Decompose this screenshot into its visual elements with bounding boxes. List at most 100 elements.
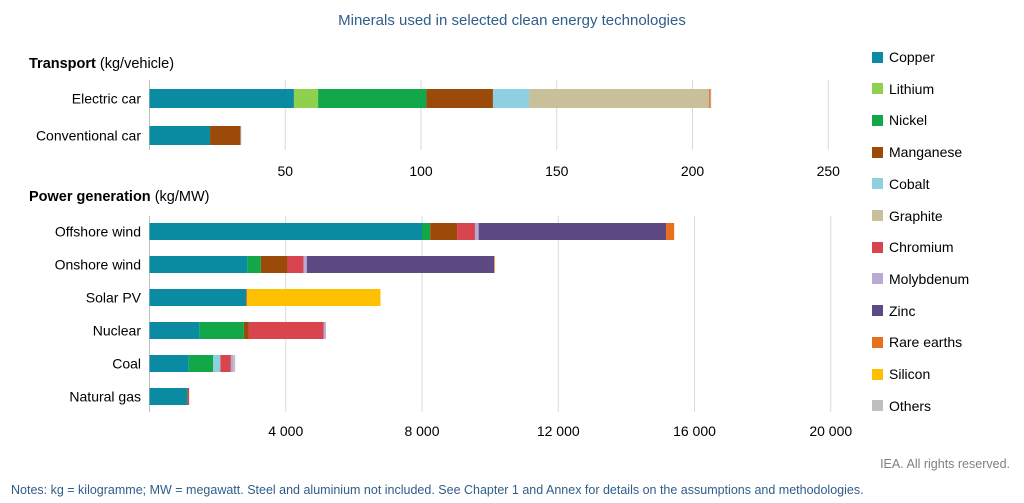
transport-category-label: Conventional car — [36, 128, 141, 144]
credit-text: IEA. All rights reserved. — [880, 457, 1010, 471]
power-bar-rare-earths — [494, 256, 495, 273]
legend-swatch — [872, 241, 883, 253]
power-panel-title: Power generation (kg/MW) — [29, 189, 209, 205]
power-bar-nickel — [188, 355, 214, 372]
power-bar-nickel — [247, 256, 261, 273]
power-panel-title-unit: (kg/MW) — [150, 189, 210, 205]
power-bar-nickel — [199, 322, 244, 339]
transport-bar-lithium — [293, 89, 319, 108]
power-bar-zinc — [478, 223, 667, 240]
power-bar-others — [233, 355, 236, 372]
power-category-label: Coal — [112, 356, 141, 372]
power-bar-chromium — [287, 256, 304, 273]
power-bar-molybdenum — [303, 256, 307, 273]
legend-swatch — [872, 83, 883, 95]
power-bar-manganese — [260, 256, 288, 273]
legend-label: Graphite — [889, 207, 943, 224]
power-bar-copper — [149, 289, 246, 306]
legend-label: Molybdenum — [889, 270, 970, 287]
transport-panel-title-main: Transport — [29, 56, 96, 72]
power-bar-cobalt — [213, 355, 221, 372]
legend-item-nickel: Nickel — [872, 110, 927, 130]
legend-label: Manganese — [889, 144, 963, 161]
power-bar-chromium — [457, 223, 475, 240]
legend-swatch — [872, 210, 883, 221]
legend-item-zinc: Zinc — [872, 301, 915, 321]
legend-swatch — [872, 273, 883, 285]
chart-title: Minerals used in selected clean energy t… — [338, 12, 686, 29]
transport-bar-nickel — [318, 89, 427, 108]
legend-label: Lithium — [889, 80, 935, 97]
transport-bar-rare-earths — [709, 89, 711, 108]
power-bar-nickel — [422, 223, 431, 240]
transport-panel-title-unit: (kg/vehicle) — [95, 56, 175, 72]
legend-swatch — [872, 336, 883, 348]
transport-x-tick-label: 150 — [545, 163, 569, 179]
power-bar-rare-earths — [666, 223, 675, 240]
notes-text: Notes: kg = kilogramme; MW = megawatt. S… — [11, 483, 864, 497]
transport-bar-manganese — [426, 89, 493, 108]
power-bar-manganese — [430, 223, 458, 240]
power-x-tick-label: 16 000 — [673, 423, 716, 439]
legend-label: Copper — [889, 49, 935, 65]
legend-item-graphite: Graphite — [872, 206, 943, 226]
legend-item-chromium: Chromium — [872, 237, 954, 257]
power-category-label: Natural gas — [69, 389, 141, 405]
legend-label: Silicon — [889, 366, 931, 382]
transport-x-tick-label: 200 — [681, 163, 705, 179]
legend-item-silicon: Silicon — [872, 364, 930, 384]
power-bar-molybdenum — [474, 223, 479, 240]
power-bar-chromium — [187, 388, 190, 405]
legend-swatch — [872, 114, 883, 126]
power-x-tick-label: 12 000 — [537, 423, 580, 439]
power-bar-chromium — [220, 355, 231, 372]
power-x-tick-label: 4 000 — [268, 423, 303, 439]
power-bar-copper — [149, 256, 248, 273]
power-x-tick-label: 8 000 — [404, 423, 439, 439]
transport-bar-copper — [149, 126, 211, 145]
transport-bar-cobalt — [492, 89, 530, 108]
transport-bar-manganese — [210, 126, 241, 145]
legend-item-others: Others — [872, 396, 931, 416]
legend-label: Rare earths — [889, 334, 963, 351]
power-bar-zinc — [306, 256, 495, 273]
transport-panel-title: Transport (kg/vehicle) — [29, 56, 174, 72]
transport-bar-graphite — [529, 89, 710, 108]
legend-label: Chromium — [889, 239, 954, 256]
power-bar-chromium — [248, 322, 324, 339]
legend-label: Zinc — [889, 302, 916, 319]
transport-x-tick-label: 100 — [409, 163, 433, 179]
legend-swatch — [872, 368, 883, 380]
power-bar-copper — [149, 355, 189, 372]
power-bar-molybdenum — [230, 355, 234, 372]
legend-label: Cobalt — [889, 175, 930, 192]
transport-bar-others — [240, 126, 242, 145]
legend-label: Nickel — [889, 112, 928, 129]
legend-swatch — [872, 305, 883, 317]
power-bar-copper — [149, 388, 187, 405]
legend-item-molybdenum: Molybdenum — [872, 269, 969, 289]
power-category-label: Nuclear — [93, 323, 142, 339]
legend-item-copper: Copper — [872, 47, 935, 67]
power-panel-title-main: Power generation — [29, 189, 151, 205]
power-bar-zinc — [245, 289, 247, 306]
transport-x-tick-label: 250 — [817, 163, 841, 179]
power-category-label: Offshore wind — [55, 224, 141, 240]
power-category-label: Solar PV — [86, 290, 142, 306]
legend-item-lithium: Lithium — [872, 79, 934, 99]
legend-swatch — [872, 146, 883, 158]
legend-label: Others — [889, 397, 932, 414]
power-bar-manganese — [243, 322, 249, 339]
legend-swatch — [872, 178, 883, 190]
legend-item-rare-earths: Rare earths — [872, 332, 962, 352]
transport-category-label: Electric car — [72, 91, 142, 107]
legend-swatch — [872, 400, 883, 412]
power-bar-nickel — [186, 388, 188, 405]
transport-bar-copper — [149, 89, 294, 108]
power-bar-copper — [149, 223, 422, 240]
power-x-tick-label: 20 000 — [809, 423, 852, 439]
power-bar-silicon — [246, 289, 381, 306]
power-bar-copper — [149, 322, 200, 339]
